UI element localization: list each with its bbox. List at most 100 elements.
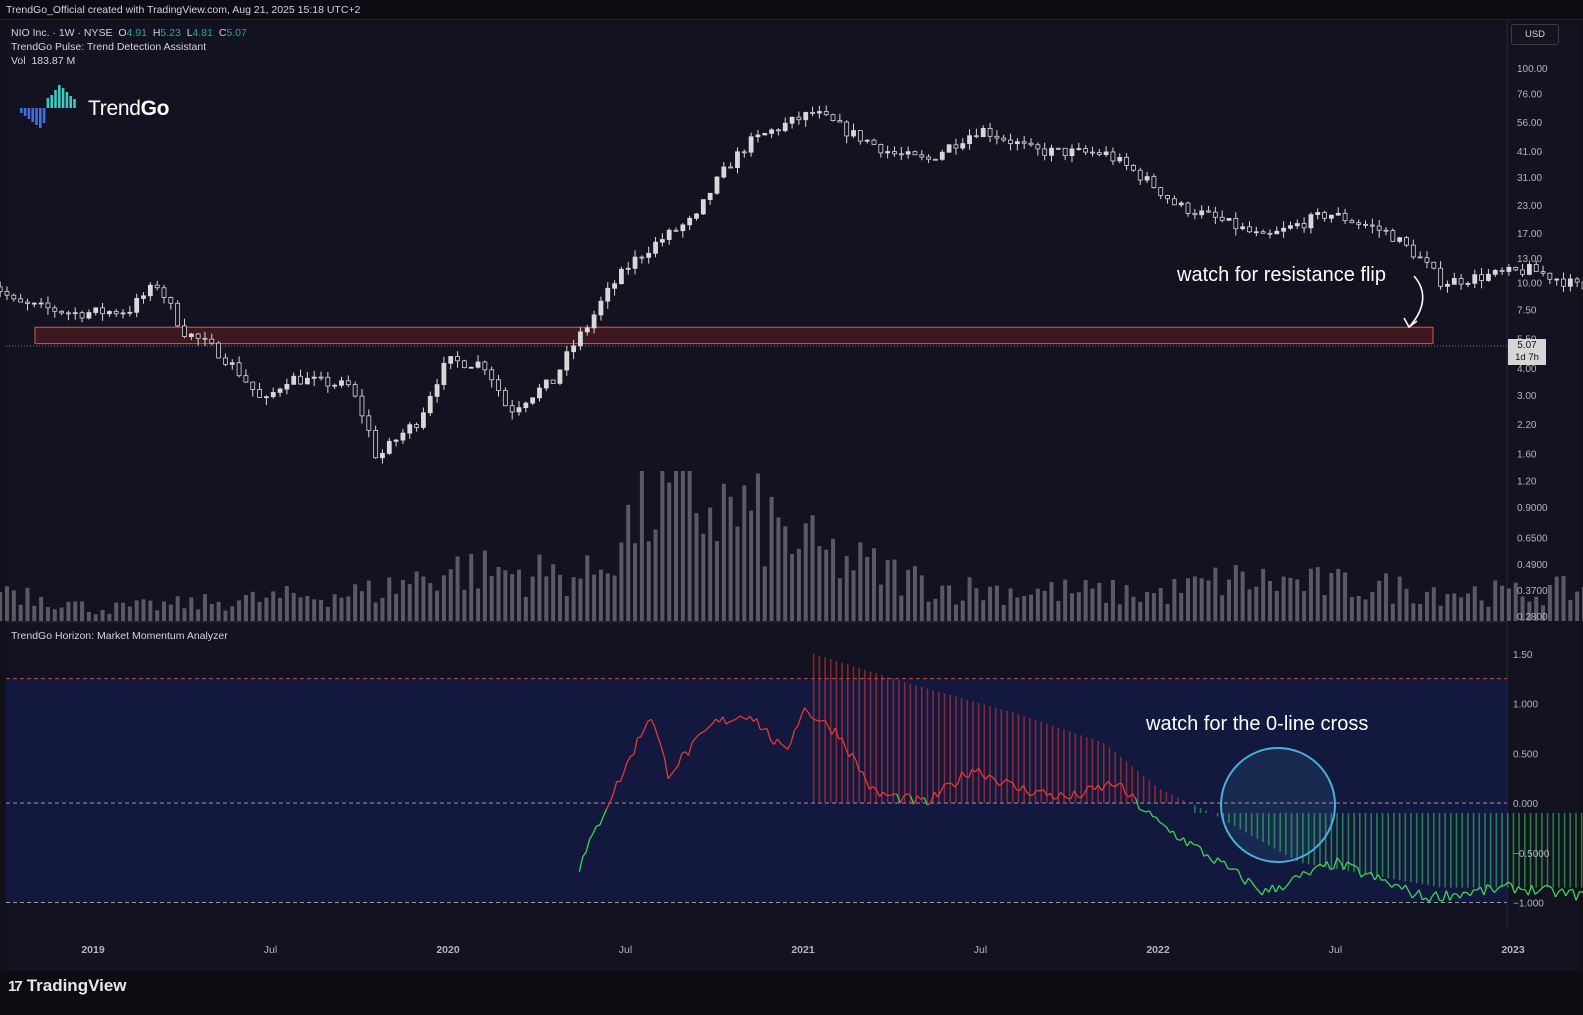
momentum-segment (640, 729, 645, 738)
candle-body (502, 390, 508, 407)
volume-bar (230, 606, 235, 621)
momentum-segment (1077, 796, 1082, 799)
volume-bar (175, 596, 180, 621)
volume-legend[interactable]: Vol 183.87 M (11, 54, 247, 68)
volume-bar (974, 588, 979, 621)
candle-body (106, 311, 112, 315)
candle-body (209, 338, 215, 344)
volume-bar (749, 510, 754, 621)
momentum-segment (1206, 854, 1212, 861)
candle-body (380, 452, 385, 459)
volume-bar (619, 542, 624, 621)
candle-body (1042, 148, 1048, 156)
candle-body (564, 351, 570, 371)
momentum-segment (814, 719, 819, 722)
momentum-segment (1534, 891, 1539, 895)
momentum-segment (1199, 847, 1205, 857)
momentum-segment (1169, 830, 1174, 834)
volume-bar (1254, 586, 1259, 621)
tradingview-logo[interactable]: 17 TradingView (8, 976, 127, 996)
candle-body (202, 337, 208, 340)
momentum-segment (694, 734, 700, 739)
volume-bar (1083, 580, 1088, 621)
candle-body (1103, 151, 1109, 155)
volume-bar (817, 546, 822, 621)
logo-bar (31, 108, 34, 122)
indicator-title[interactable]: TrendGo Pulse: Trend Detection Assistant (11, 41, 207, 53)
candle-body (264, 396, 269, 399)
volume-bar (551, 564, 556, 621)
volume-bar (1186, 578, 1191, 621)
momentum-segment (1374, 874, 1379, 881)
currency-button[interactable]: USD (1511, 24, 1559, 45)
volume-bar (93, 614, 98, 621)
momentum-segment (1524, 889, 1529, 896)
momentum-segment (1278, 885, 1284, 891)
candle-body (871, 139, 877, 145)
volume-bar (537, 554, 542, 621)
candle-body (994, 135, 1000, 139)
momentum-segment (1531, 884, 1536, 895)
logo-bar (27, 108, 31, 119)
momentum-segment (670, 769, 676, 775)
momentum-segment (1271, 884, 1277, 893)
time-tick-label: Jul (1329, 944, 1342, 956)
volume-bar (878, 584, 883, 621)
volume-bar (52, 609, 57, 621)
momentum-segment (1107, 781, 1113, 787)
momentum-indicator-title[interactable]: TrendGo Horizon: Market Momentum Analyze… (11, 630, 228, 642)
momentum-segment (1182, 837, 1188, 847)
volume-bar (557, 574, 562, 621)
candle-body (755, 134, 761, 138)
price-tick-label: 10.00 (1517, 279, 1542, 290)
momentum-segment (1268, 884, 1273, 893)
volume-bar (1220, 595, 1225, 621)
volume-bar (831, 538, 836, 621)
tradingview-wordmark: TradingView (26, 976, 127, 995)
candle-body (919, 154, 925, 158)
candle-body (318, 376, 324, 379)
candle-body (1049, 147, 1054, 156)
momentum-segment (705, 726, 710, 731)
momentum-segment (1333, 857, 1338, 869)
momentum-segment (998, 782, 1004, 787)
momentum-segment (985, 774, 990, 780)
candle-body (1062, 147, 1068, 157)
momentum-segment (954, 782, 959, 788)
volume-bar (196, 609, 201, 621)
volume-bar (1404, 588, 1409, 621)
volume-bar (223, 610, 228, 621)
candle-body (837, 120, 843, 123)
candle-body (1301, 223, 1307, 229)
candle-body (1035, 144, 1041, 150)
momentum-segment (1097, 784, 1103, 792)
candle-body (1438, 267, 1444, 287)
candle-body (161, 287, 167, 298)
momentum-segment (732, 718, 737, 722)
volume-bar (1097, 582, 1102, 621)
candle-body (421, 412, 426, 428)
momentum-segment (1026, 791, 1031, 797)
volume-bar (1520, 596, 1525, 621)
momentum-segment (592, 825, 598, 834)
momentum-segment (1295, 874, 1300, 879)
momentum-segment (1189, 840, 1195, 846)
momentum-line (578, 707, 1583, 903)
volume-bar (1206, 580, 1211, 621)
momentum-segment (1104, 780, 1109, 786)
volume-bar (380, 597, 385, 621)
candle-body (946, 144, 952, 153)
volume-bar (1117, 604, 1122, 621)
momentum-segment (906, 792, 911, 797)
momentum-tick-label: 0.000 (1513, 799, 1538, 810)
candle-body (339, 380, 344, 386)
volume-bar (694, 513, 699, 621)
momentum-segment (1029, 793, 1034, 797)
momentum-segment (589, 833, 594, 840)
momentum-segment (1353, 864, 1358, 869)
momentum-segment (1148, 810, 1154, 818)
volume-bar (250, 591, 255, 621)
momentum-segment (1558, 888, 1563, 892)
symbol-label[interactable]: NIO Inc. · 1W · NYSE (11, 27, 113, 39)
